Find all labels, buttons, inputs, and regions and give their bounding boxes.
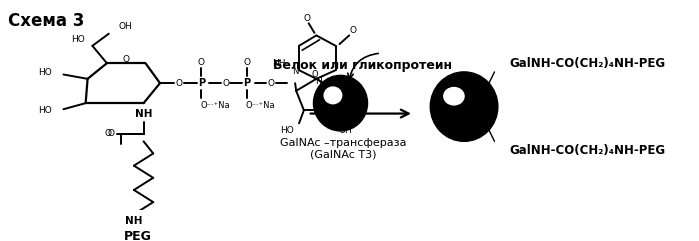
Text: PEG: PEG	[124, 230, 152, 241]
Text: O: O	[175, 79, 182, 88]
Text: HO: HO	[38, 107, 52, 115]
Text: OH: OH	[338, 126, 352, 135]
Text: Схема 3: Схема 3	[8, 12, 85, 30]
Text: OH: OH	[118, 22, 132, 31]
Text: NH: NH	[135, 108, 152, 119]
Text: P: P	[243, 78, 250, 88]
Text: O: O	[108, 129, 115, 138]
Text: O: O	[243, 58, 250, 67]
Ellipse shape	[431, 72, 498, 141]
Text: O: O	[311, 70, 318, 79]
Text: NH: NH	[125, 216, 143, 226]
Ellipse shape	[444, 87, 464, 105]
Text: Белок или гликопротеин: Белок или гликопротеин	[273, 59, 452, 72]
Text: HO: HO	[38, 68, 52, 77]
Ellipse shape	[313, 75, 368, 131]
Text: O: O	[222, 79, 229, 88]
Text: NH: NH	[272, 59, 285, 68]
Text: O: O	[105, 129, 112, 138]
Text: O: O	[198, 58, 205, 67]
Text: O: O	[350, 26, 356, 35]
Text: GalNH-CO(CH₂)₄NH-PEG: GalNH-CO(CH₂)₄NH-PEG	[510, 144, 665, 156]
Text: O⁻·⁺Na: O⁻·⁺Na	[245, 101, 275, 110]
Ellipse shape	[324, 87, 342, 104]
Text: P: P	[198, 78, 205, 88]
Text: O: O	[303, 13, 310, 23]
Text: GalNAc –трансфераза
(GalNAc T3): GalNAc –трансфераза (GalNAc T3)	[280, 138, 407, 160]
Text: O⁻·⁺Na: O⁻·⁺Na	[200, 101, 230, 110]
Text: GalNH-CO(CH₂)₄NH-PEG: GalNH-CO(CH₂)₄NH-PEG	[510, 57, 665, 70]
Text: N: N	[292, 67, 298, 76]
Text: O: O	[268, 79, 275, 88]
Text: N: N	[315, 77, 322, 86]
Text: HO: HO	[71, 35, 85, 44]
Text: HO: HO	[280, 126, 294, 135]
Text: O: O	[123, 55, 130, 64]
